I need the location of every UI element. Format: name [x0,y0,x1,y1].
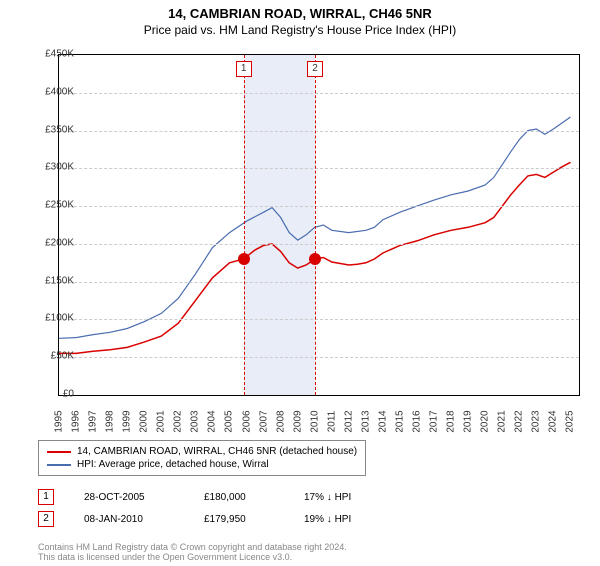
line-plot [59,55,579,395]
x-axis-tick: 2012 [343,407,354,437]
y-axis-tick: £350K [45,124,74,135]
y-axis-tick: £0 [63,389,74,400]
plot-area: 1995199619971998199920002001200220032004… [58,54,580,396]
x-axis-tick: 1997 [88,407,99,437]
y-axis-tick: £450K [45,49,74,60]
x-axis-tick: 2004 [207,407,218,437]
footer-text: Contains HM Land Registry data © Crown c… [38,542,347,562]
sale-date: 28-OCT-2005 [84,492,174,503]
x-axis-tick: 2000 [139,407,150,437]
x-axis-tick: 1995 [54,407,65,437]
legend-swatch [47,464,71,466]
sale-marker-badge: 1 [236,61,252,77]
y-axis-tick: £100K [45,313,74,324]
y-axis-tick: £200K [45,237,74,248]
x-axis-tick: 2020 [480,407,491,437]
x-axis-tick: 2010 [309,407,320,437]
sale-badge: 2 [38,511,54,527]
sale-point-marker [309,253,321,265]
x-axis-tick: 1999 [122,407,133,437]
sale-row: 1 28-OCT-2005 £180,000 17% ↓ HPI [38,486,384,508]
x-axis-tick: 2013 [360,407,371,437]
x-axis-tick: 1996 [71,407,82,437]
chart-container: 14, CAMBRIAN ROAD, WIRRAL, CH46 5NR Pric… [0,6,600,566]
x-axis-tick: 2015 [394,407,405,437]
x-axis-tick: 2025 [565,407,576,437]
legend-item-property: 14, CAMBRIAN ROAD, WIRRAL, CH46 5NR (det… [47,445,357,458]
y-axis-tick: £250K [45,200,74,211]
x-axis-tick: 2003 [190,407,201,437]
x-axis-tick: 2017 [429,407,440,437]
sales-table: 1 28-OCT-2005 £180,000 17% ↓ HPI 2 08-JA… [38,486,384,530]
sale-badge: 1 [38,489,54,505]
x-axis-tick: 2006 [241,407,252,437]
x-axis-tick: 2018 [446,407,457,437]
sale-row: 2 08-JAN-2010 £179,950 19% ↓ HPI [38,508,384,530]
y-axis-tick: £50K [51,351,74,362]
legend-label: 14, CAMBRIAN ROAD, WIRRAL, CH46 5NR (det… [77,446,357,457]
x-axis-tick: 2001 [156,407,167,437]
legend-item-hpi: HPI: Average price, detached house, Wirr… [47,458,357,471]
legend-swatch [47,451,71,453]
sale-hpi-diff: 19% ↓ HPI [304,514,384,525]
sale-marker-badge: 2 [307,61,323,77]
x-axis-tick: 2021 [497,407,508,437]
y-axis-tick: £150K [45,275,74,286]
chart-subtitle: Price paid vs. HM Land Registry's House … [0,23,600,37]
sale-price: £180,000 [204,492,274,503]
x-axis-tick: 2022 [514,407,525,437]
x-axis-tick: 2023 [531,407,542,437]
legend: 14, CAMBRIAN ROAD, WIRRAL, CH46 5NR (det… [38,440,366,476]
x-axis-tick: 2008 [275,407,286,437]
footer-line: Contains HM Land Registry data © Crown c… [38,542,347,552]
x-axis-tick: 1998 [105,407,116,437]
y-axis-tick: £400K [45,86,74,97]
sale-hpi-diff: 17% ↓ HPI [304,492,384,503]
y-axis-tick: £300K [45,162,74,173]
x-axis-tick: 2014 [377,407,388,437]
x-axis-tick: 2007 [258,407,269,437]
x-axis-tick: 2016 [412,407,423,437]
sale-point-marker [238,253,250,265]
x-axis-tick: 2005 [224,407,235,437]
sale-date: 08-JAN-2010 [84,514,174,525]
x-axis-tick: 2009 [292,407,303,437]
x-axis-tick: 2019 [463,407,474,437]
x-axis-tick: 2011 [326,407,337,437]
sale-price: £179,950 [204,514,274,525]
footer-line: This data is licensed under the Open Gov… [38,552,347,562]
x-axis-tick: 2024 [548,407,559,437]
x-axis-tick: 2002 [173,407,184,437]
legend-label: HPI: Average price, detached house, Wirr… [77,459,269,470]
chart-title: 14, CAMBRIAN ROAD, WIRRAL, CH46 5NR [0,6,600,21]
